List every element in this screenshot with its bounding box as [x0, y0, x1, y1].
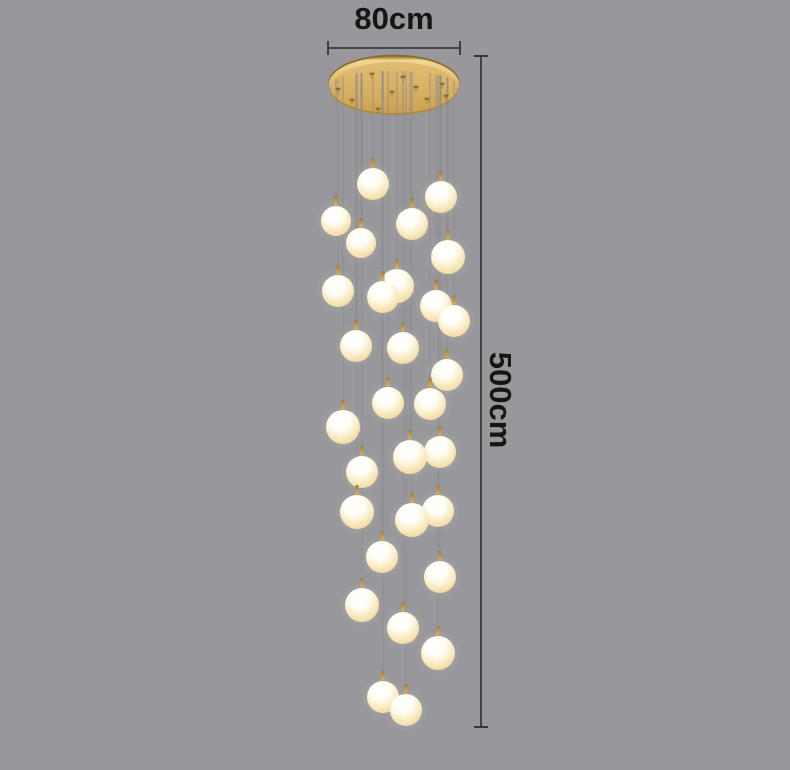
glass-sphere — [421, 636, 455, 670]
canopy-connector — [424, 97, 430, 104]
pendant-ball — [384, 684, 428, 732]
pendant-ball — [419, 171, 463, 219]
glass-sphere — [321, 206, 351, 236]
connector-cone — [375, 107, 381, 114]
glass-sphere — [414, 388, 446, 420]
glass-sphere — [431, 240, 465, 274]
pendant-ball — [366, 377, 410, 425]
glass-sphere — [372, 387, 404, 419]
pendant-ball — [389, 493, 435, 543]
pendant-ball — [418, 551, 462, 599]
glass-sphere — [326, 410, 360, 444]
pendant-ball — [334, 485, 380, 535]
glass-sphere — [340, 330, 372, 362]
glass-sphere — [424, 561, 456, 593]
connector-tip — [402, 76, 404, 78]
canopy-connector — [335, 87, 341, 94]
glass-sphere — [396, 208, 428, 240]
glass-ball-pendants — [315, 158, 476, 732]
pendant-ball — [390, 198, 434, 246]
glass-sphere — [346, 228, 376, 258]
canopy-connector — [349, 98, 355, 105]
connector-cone — [369, 72, 375, 79]
glass-sphere — [395, 503, 429, 537]
pendant-ball — [415, 626, 461, 676]
connector-tip — [337, 88, 339, 90]
glass-sphere — [366, 541, 398, 573]
connector-cone — [400, 75, 406, 82]
glass-sphere — [346, 456, 378, 488]
pendant-ball — [340, 218, 382, 264]
pendant-ball — [351, 158, 395, 206]
pendant-ball — [432, 295, 476, 343]
connector-tip — [391, 91, 393, 93]
connector-cone — [443, 94, 449, 101]
glass-sphere — [322, 275, 354, 307]
glass-sphere — [390, 694, 422, 726]
glass-sphere — [438, 305, 470, 337]
connector-tip — [371, 73, 373, 75]
dimension-lines — [327, 41, 488, 728]
canopy-connector — [443, 94, 449, 101]
pendant-ball — [361, 271, 405, 319]
glass-sphere — [431, 359, 463, 391]
pendant-ball — [381, 602, 425, 650]
pendant-ball — [408, 378, 452, 426]
glass-sphere — [387, 332, 419, 364]
canopy-connector — [389, 90, 395, 97]
pendant-ball — [339, 578, 385, 628]
glass-sphere — [345, 588, 379, 622]
width-dimension-label: 80cm — [354, 1, 434, 36]
canopy-connectors — [335, 72, 449, 114]
pendant-ball — [425, 230, 471, 280]
canopy-connector — [369, 72, 375, 79]
connector-tip — [441, 83, 443, 85]
pendant-ball — [320, 400, 366, 450]
connector-tip — [445, 95, 447, 97]
pendant-ball — [360, 531, 404, 579]
canopy-connector — [400, 75, 406, 82]
glass-sphere — [367, 281, 399, 313]
pendant-ball — [316, 265, 360, 313]
glass-sphere — [387, 612, 419, 644]
connector-tip — [415, 86, 417, 88]
canopy-connector — [375, 107, 381, 114]
glass-sphere — [425, 181, 457, 213]
connector-cone — [424, 97, 430, 104]
connector-tip — [377, 108, 379, 110]
pendant-ball — [387, 430, 433, 480]
connector-cone — [413, 85, 419, 92]
canopy-connector — [413, 85, 419, 92]
glass-sphere — [393, 440, 427, 474]
glass-sphere — [340, 495, 374, 529]
connector-cone — [349, 98, 355, 105]
pendant-ball — [340, 446, 384, 494]
pendant-ball — [334, 320, 378, 368]
connector-cone — [439, 82, 445, 89]
connector-tip — [351, 99, 353, 101]
pendant-ball — [381, 322, 425, 370]
connector-tip — [426, 98, 428, 100]
connector-cone — [389, 90, 395, 97]
canopy-connector — [439, 82, 445, 89]
connector-cone — [335, 87, 341, 94]
glass-sphere — [357, 168, 389, 200]
